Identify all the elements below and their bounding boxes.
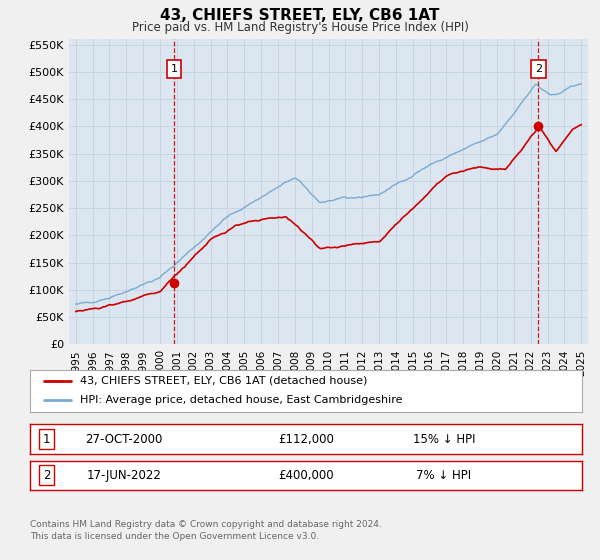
Text: 1: 1	[43, 432, 50, 446]
Text: Contains HM Land Registry data © Crown copyright and database right 2024.: Contains HM Land Registry data © Crown c…	[30, 520, 382, 529]
Text: 43, CHIEFS STREET, ELY, CB6 1AT: 43, CHIEFS STREET, ELY, CB6 1AT	[160, 8, 440, 23]
Text: This data is licensed under the Open Government Licence v3.0.: This data is licensed under the Open Gov…	[30, 532, 319, 541]
Text: 2: 2	[43, 469, 50, 482]
Text: 7% ↓ HPI: 7% ↓ HPI	[416, 469, 472, 482]
Text: 2: 2	[535, 64, 542, 74]
Text: 15% ↓ HPI: 15% ↓ HPI	[413, 432, 475, 446]
Text: Price paid vs. HM Land Registry's House Price Index (HPI): Price paid vs. HM Land Registry's House …	[131, 21, 469, 35]
Text: 43, CHIEFS STREET, ELY, CB6 1AT (detached house): 43, CHIEFS STREET, ELY, CB6 1AT (detache…	[80, 376, 367, 386]
Text: 1: 1	[170, 64, 178, 74]
Text: £112,000: £112,000	[278, 432, 334, 446]
Text: £400,000: £400,000	[278, 469, 334, 482]
Text: HPI: Average price, detached house, East Cambridgeshire: HPI: Average price, detached house, East…	[80, 395, 402, 405]
Text: 17-JUN-2022: 17-JUN-2022	[86, 469, 161, 482]
Text: 27-OCT-2000: 27-OCT-2000	[85, 432, 163, 446]
